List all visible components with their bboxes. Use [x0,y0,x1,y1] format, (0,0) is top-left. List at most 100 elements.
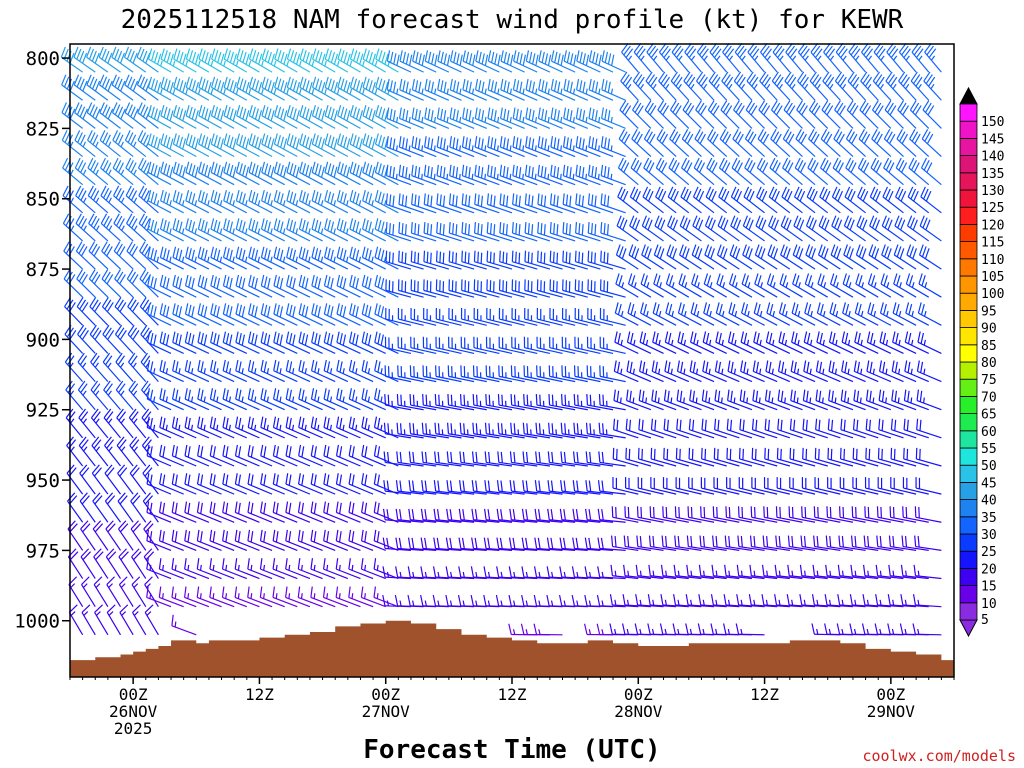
barb-feather [572,480,576,492]
barb-staff [197,455,222,467]
wind-barb [499,136,525,158]
barb-half-feather [169,256,172,263]
barb-feather [355,277,360,289]
barb-feather [594,167,598,179]
barb-feather [368,80,373,92]
barb-staff [272,596,298,608]
barb-feather [118,520,127,530]
wind-barb [349,76,374,101]
barb-staff [549,576,576,580]
barb-feather [221,558,225,570]
barb-half-feather [187,593,190,599]
wind-barb [599,308,626,326]
barb-feather [131,246,139,257]
barb-feather [337,133,342,145]
barb-staff [670,80,690,101]
wind-barb [101,241,121,270]
barb-feather [250,446,254,458]
barb-feather [235,161,240,173]
wind-barb [111,102,134,129]
wind-barb [248,218,273,242]
barb-feather [276,219,281,231]
barb-staff [102,333,121,354]
barb-staff [336,455,361,467]
wind-barb [449,107,475,129]
barb-staff [424,203,450,214]
barb-feather [213,276,217,288]
barb-feather [76,48,82,60]
barb-feather [247,586,250,598]
barb-half-feather [471,116,474,123]
barb-staff [92,500,109,523]
barb-staff [525,117,551,129]
wind-barb [588,164,614,186]
barb-staff [460,547,487,551]
wind-barb [336,388,361,411]
wind-barb [128,408,147,439]
wind-barb [609,594,639,608]
barb-staff [274,171,298,186]
wind-barb [260,388,285,411]
barb-feather [69,551,79,561]
barb-staff [173,115,197,129]
barb-half-feather [338,593,341,599]
barb-staff [627,312,652,326]
barb-half-feather [386,600,390,607]
barb-staff [185,370,210,383]
barb-feather [499,222,502,234]
wind-barb [497,451,525,467]
barb-feather [499,164,503,176]
barb-feather [541,80,545,92]
barb-staff [589,60,614,73]
barb-feather [578,223,581,235]
wind-barb [297,473,323,495]
wind-barb [398,136,424,158]
barb-feather [143,548,153,558]
wind-barb [197,246,222,270]
barb-staff [498,490,525,495]
barb-feather [398,537,402,549]
barb-feather [531,167,534,179]
wind-barb [336,218,361,242]
barb-feather [339,219,344,231]
barb-feather [349,161,354,173]
barb-staff [574,519,601,523]
barb-staff [77,361,96,382]
wind-barb [310,416,336,439]
barb-feather [257,138,262,150]
barb-feather [368,164,373,176]
barb-half-feather [671,339,674,346]
barb-feather [311,303,315,315]
barb-feather [523,394,525,406]
wind-barb [236,76,260,101]
barb-half-feather [513,571,516,578]
wind-barb [65,408,84,439]
barb-feather [359,81,364,93]
barb-staff [260,455,285,467]
barb-feather [368,221,372,233]
barb-staff [89,306,109,326]
wind-barb [496,537,525,551]
barb-feather [144,604,154,613]
barb-half-feather [304,368,307,374]
barb-feather [624,76,633,87]
barb-feather [146,331,151,343]
barb-feather [242,80,247,92]
barb-feather [378,106,383,118]
barb-feather [352,135,357,146]
wind-barb [184,473,210,495]
barb-feather [163,135,168,146]
wind-barb [472,365,500,383]
barb-feather [364,276,369,288]
barb-feather [289,276,293,288]
barb-feather [238,417,242,429]
barb-feather [317,164,322,176]
barb-feather [449,78,453,90]
wind-barb [448,336,475,355]
barb-feather [374,218,379,230]
barb-feather [382,508,386,520]
wind-barb [473,250,500,270]
wind-barb [549,336,576,355]
barb-staff [349,341,374,355]
barb-feather [311,76,317,88]
